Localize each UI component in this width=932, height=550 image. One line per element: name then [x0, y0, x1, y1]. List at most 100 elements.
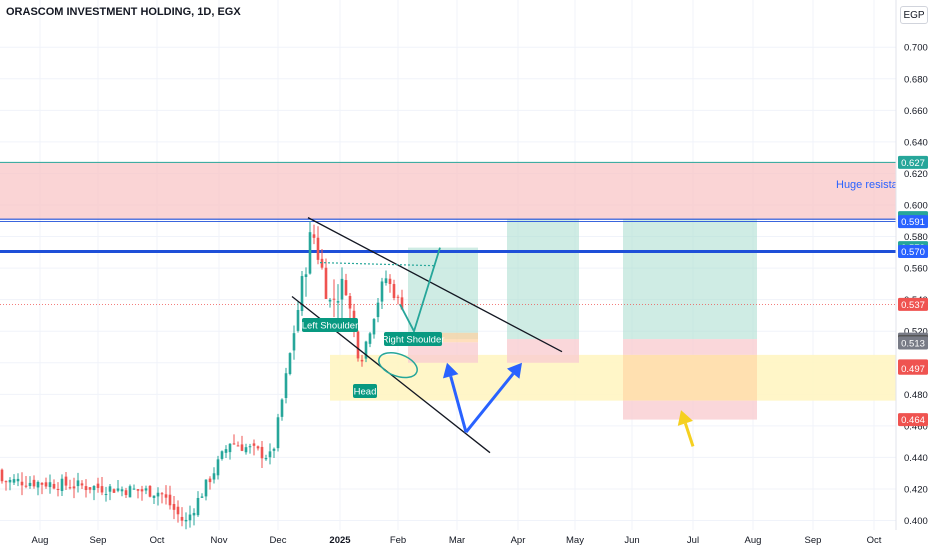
candle-body: [24, 485, 28, 487]
arrow-blue-left: [442, 362, 468, 433]
candle-body: [44, 482, 48, 487]
zones: [0, 161, 896, 420]
price-tag-bg: [898, 336, 928, 350]
candle-body: [80, 483, 84, 486]
candle-body: [84, 486, 88, 491]
candle-body: [188, 514, 192, 521]
x-tick-label: Dec: [270, 535, 287, 546]
candle-body: [320, 258, 324, 268]
candle-body: [32, 479, 36, 487]
y-tick-label: 0.420: [904, 484, 928, 495]
candle-body: [12, 479, 16, 483]
stop-box-1: [408, 342, 478, 363]
candle-body: [340, 278, 344, 300]
candle-body: [172, 504, 176, 510]
x-axis-panel: [0, 530, 932, 550]
entry-box-3: [623, 354, 757, 401]
target-box-1: [408, 247, 478, 340]
candle-body: [112, 489, 116, 493]
candle-body: [212, 473, 216, 480]
x-tick-label: Sep: [805, 535, 822, 546]
y-tick-label: 0.440: [904, 453, 928, 464]
candle-body: [236, 445, 240, 447]
x-tick-label: Nov: [211, 535, 228, 546]
candle-body: [124, 490, 128, 496]
candle-body: [16, 478, 20, 482]
y-tick-label: 0.640: [904, 137, 928, 148]
currency-badge[interactable]: EGP: [900, 6, 928, 24]
candle-body: [20, 481, 24, 486]
candle-body: [344, 280, 348, 296]
x-tick-label: Apr: [511, 535, 526, 546]
candle-body: [272, 448, 276, 451]
x-tick-label: Aug: [32, 535, 49, 546]
candle-body: [400, 297, 404, 310]
arrow-yellow-head: [677, 410, 693, 426]
price-tag-bg: [898, 155, 928, 169]
candle-body: [264, 458, 268, 460]
candle-body: [116, 488, 120, 491]
candle-body: [164, 494, 168, 498]
candle-body: [8, 479, 12, 483]
candle-body: [28, 482, 32, 487]
candle-body: [372, 319, 376, 335]
candle-body: [156, 492, 160, 497]
price-tag: 0.591: [898, 215, 928, 229]
annotation-head: Head: [353, 384, 377, 398]
price-tag-bg: [898, 297, 928, 311]
candle-body: [240, 444, 244, 451]
candle-body: [332, 298, 336, 300]
annotation-head-bg: [353, 384, 377, 398]
annotation-right-shoulder-text: Right Shoulder: [382, 335, 445, 346]
x-tick-label: Jul: [687, 535, 699, 546]
candle-body: [108, 486, 112, 492]
candle-body: [308, 232, 312, 274]
candle-body: [184, 519, 188, 522]
candle-body: [244, 447, 248, 453]
candle-body: [68, 487, 72, 489]
y-tick-label: 0.580: [904, 232, 928, 243]
price-tag: 0.570: [898, 245, 928, 259]
annotation-right-shoulder: Right Shoulder: [382, 332, 445, 346]
head-circle: [378, 351, 418, 379]
candle-body: [104, 494, 108, 496]
candlestick-series[interactable]: [0, 221, 404, 530]
annotation-left-shoulder-bg: [302, 318, 358, 332]
price-tag-text: 0.570: [901, 247, 925, 258]
x-tick-label: Mar: [449, 535, 465, 546]
price-tag-bg: [898, 215, 928, 229]
price-tag: 0.537: [898, 297, 928, 311]
candle-body: [284, 373, 288, 398]
candle-body: [220, 451, 224, 459]
x-tick-label: Sep: [90, 535, 107, 546]
candle-body: [328, 299, 332, 302]
arrow-blue-left-head: [442, 362, 459, 379]
candle-body: [364, 341, 368, 359]
candle-body: [168, 494, 172, 506]
candle-body: [4, 481, 8, 483]
candle-body: [388, 278, 392, 285]
candle-body: [56, 488, 60, 490]
candle-body: [96, 483, 100, 488]
x-tick-label: Oct: [150, 535, 165, 546]
y-axis-panel: [896, 0, 932, 550]
y-tick-label: 0.560: [904, 264, 928, 275]
y-tick-label: 0.460: [904, 421, 928, 432]
candle-body: [208, 478, 212, 483]
price-tag-bg: [898, 245, 928, 259]
candle-body: [100, 486, 104, 493]
arrow-blue-right-head: [506, 362, 522, 379]
candle-body: [136, 489, 140, 491]
candle-body: [348, 296, 352, 309]
candle-body: [0, 469, 4, 482]
candle-body: [300, 276, 304, 311]
candle-body: [120, 489, 124, 492]
price-tag-text: 0.497: [901, 364, 925, 375]
annotation-head-text: Head: [354, 387, 377, 398]
stop-box-3: [623, 339, 757, 355]
y-tick-label: 0.680: [904, 74, 928, 85]
candle-body: [228, 443, 232, 453]
x-tick-label: Jun: [624, 535, 639, 546]
x-tick-label: Aug: [745, 535, 762, 546]
